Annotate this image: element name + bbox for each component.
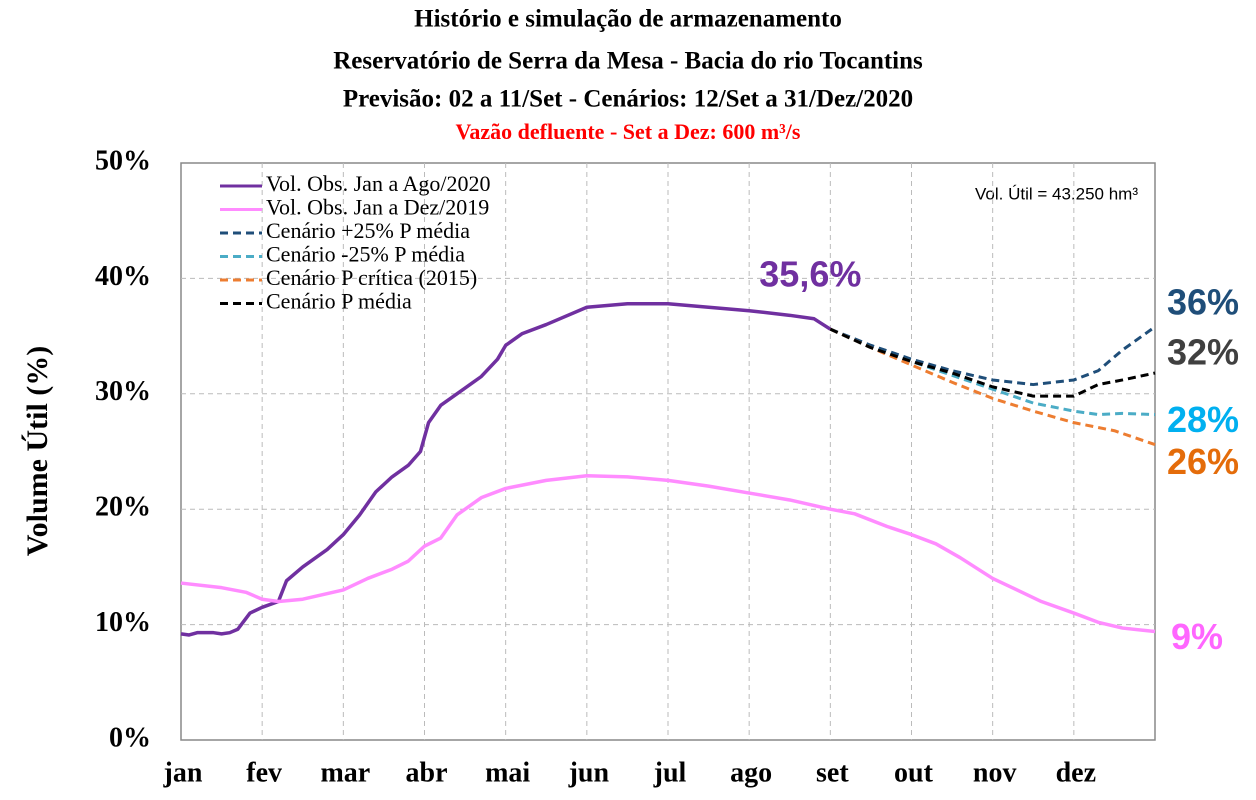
line — [829, 327, 1156, 398]
legend-label: Cenário P crítica (2015) — [266, 265, 477, 290]
end-label: 35,6% — [759, 254, 861, 295]
x-tick-label: set — [816, 757, 849, 788]
y-tick-label: 50% — [95, 145, 151, 176]
x-tick-label: dez — [1056, 757, 1096, 788]
legend-label: Vol. Obs. Jan a Ago/2020 — [266, 171, 491, 196]
annotation: Vol. Útil = 43.250 hm³ — [975, 184, 1138, 203]
x-tick-label: jul — [653, 757, 687, 788]
x-tick-label: mar — [320, 757, 370, 788]
chart-title: Reservatório de Serra da Mesa - Bacia do… — [333, 48, 923, 75]
legend-label: Cenário P média — [266, 289, 412, 314]
y-tick-label: 10% — [95, 607, 151, 638]
line — [180, 473, 1156, 634]
y-axis-label: Volume Útil (%) — [21, 346, 54, 557]
legend-label: Vol. Obs. Jan a Dez/2019 — [266, 195, 489, 220]
end-label: 32% — [1167, 332, 1239, 373]
end-label: 36% — [1167, 281, 1239, 322]
legend-label: Cenário +25% P média — [266, 218, 470, 243]
chart-title: Histório e simulação de armazenamento — [414, 6, 842, 33]
y-tick-label: 0% — [109, 722, 151, 753]
x-tick-label: ago — [730, 757, 772, 788]
end-label: 26% — [1167, 441, 1239, 482]
y-tick-label: 20% — [95, 492, 151, 523]
x-tick-label: mai — [485, 757, 530, 788]
line — [180, 302, 832, 637]
end-label: 9% — [1171, 616, 1223, 657]
end-label: 28% — [1167, 399, 1239, 440]
y-tick-label: 30% — [95, 376, 151, 407]
x-tick-label: nov — [973, 757, 1017, 788]
x-tick-label: jan — [163, 757, 203, 788]
x-tick-label: fev — [246, 757, 282, 788]
chart-subtitle: Vazão defluente - Set a Dez: 600 m³/s — [456, 119, 801, 144]
legend-label: Cenário -25% P média — [266, 242, 465, 267]
y-tick-label: 40% — [95, 261, 151, 292]
x-tick-label: out — [894, 757, 934, 788]
chart-title: Previsão: 02 a 11/Set - Cenários: 12/Set… — [343, 86, 913, 113]
x-tick-label: jun — [568, 757, 610, 788]
x-tick-label: abr — [406, 757, 448, 788]
line — [829, 325, 1156, 387]
